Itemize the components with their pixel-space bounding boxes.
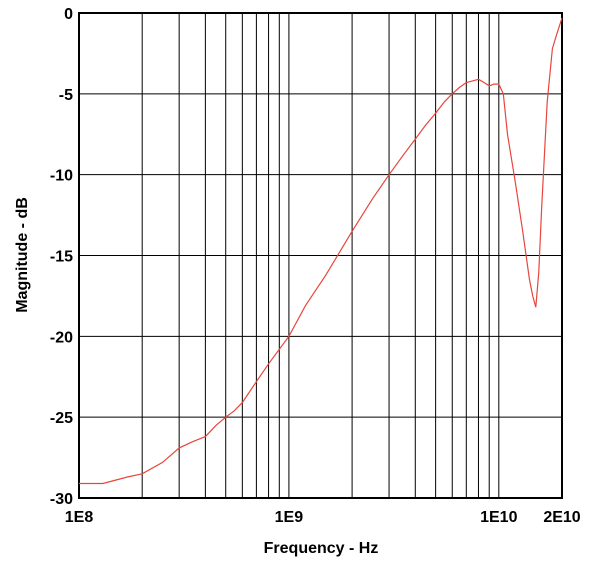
x-tick-labels: 1E8 1E9 1E10 2E10 (65, 509, 581, 526)
y-tick-label: -15 (50, 249, 73, 266)
x-tick-label: 1E9 (275, 509, 304, 526)
y-tick-label: 0 (64, 6, 73, 23)
y-axis-title: Magnitude - dB (14, 197, 31, 313)
series-line (79, 17, 563, 485)
grid (79, 13, 562, 498)
y-tick-label: -30 (50, 491, 73, 508)
y-tick-label: -25 (50, 410, 73, 427)
y-tick-label: -20 (50, 329, 73, 346)
plot-frame (78, 12, 563, 499)
y-tick-labels: 0 -5 -10 -15 -20 -25 -30 (50, 6, 73, 508)
y-tick-label: -10 (50, 168, 73, 185)
x-tick-label: 1E8 (65, 509, 94, 526)
x-tick-label: 2E10 (543, 509, 580, 526)
x-tick-label: 1E10 (480, 509, 517, 526)
y-tick-label: -5 (59, 87, 73, 104)
x-axis-title: Frequency - Hz (264, 540, 379, 557)
